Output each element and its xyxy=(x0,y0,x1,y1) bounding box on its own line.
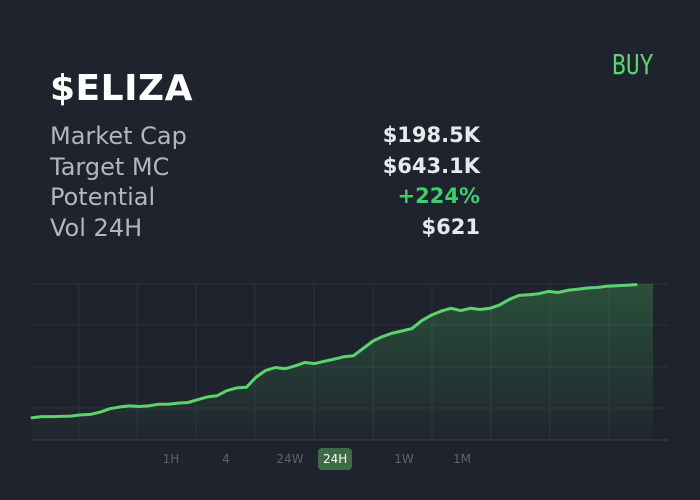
stat-label: Target MC xyxy=(50,152,170,181)
timeframe-24w[interactable]: 24W xyxy=(276,452,304,466)
stat-value: $198.5K xyxy=(382,123,480,147)
token-symbol: $ELIZA xyxy=(50,68,193,109)
stat-row-vol-24h: Vol 24H $621 xyxy=(50,214,480,245)
price-line xyxy=(30,283,638,420)
stat-row-target-mc: Target MC $643.1K xyxy=(50,153,480,184)
price-area xyxy=(32,284,653,440)
timeframe-1w[interactable]: 1W xyxy=(394,452,414,466)
stat-label: Potential xyxy=(50,183,156,211)
stats-list: Market Cap $198.5K Target MC $643.1K Pot… xyxy=(50,122,480,244)
stat-value: $643.1K xyxy=(382,153,480,178)
timeframe-4[interactable]: 4 xyxy=(222,452,230,466)
timeframe-24h[interactable]: 24H xyxy=(318,448,352,470)
timeframe-1m[interactable]: 1M xyxy=(453,452,471,466)
timeframe-1h[interactable]: 1H xyxy=(162,452,180,466)
buy-button[interactable]: BUY xyxy=(612,48,654,81)
stat-label: Vol 24H xyxy=(50,213,143,242)
stat-value: $621 xyxy=(421,214,480,239)
stat-label: Market Cap xyxy=(50,122,187,150)
stat-row-potential: Potential +224% xyxy=(50,183,480,214)
stat-row-market-cap: Market Cap $198.5K xyxy=(50,122,480,153)
stat-value: +224% xyxy=(397,184,480,208)
